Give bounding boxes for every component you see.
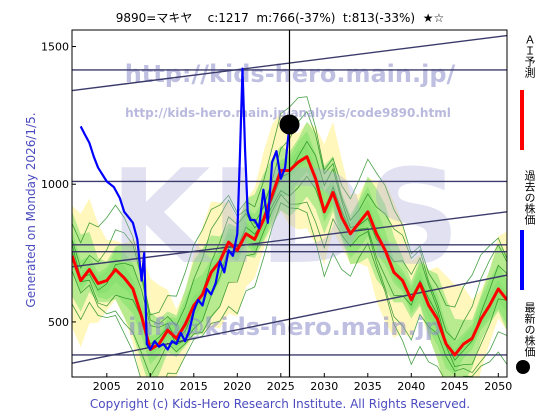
watermarks: KIDS http://kids-hero.main.jp/ http://ki… xyxy=(110,60,461,341)
x-tick-label: 2050 xyxy=(484,380,512,393)
chart-title: 9890=マキヤ c:1217 m:766(-37%) t:813(-33%) … xyxy=(115,11,445,25)
legend-latest-label: 最新の株価 xyxy=(523,302,536,357)
x-tick-label: 2020 xyxy=(223,380,251,393)
legend-ai-swatch xyxy=(520,90,524,150)
series-lines xyxy=(72,30,507,377)
plot-frame xyxy=(71,29,508,378)
legend-latest-dot xyxy=(516,360,530,374)
legend-ai-label: ＡＩ予測 xyxy=(523,34,536,78)
y-tick-label: 1000 xyxy=(41,178,69,191)
legend-past-swatch xyxy=(520,230,524,290)
forecast-bands xyxy=(72,96,507,377)
forecast-band xyxy=(72,144,507,361)
y-tick-label: 1500 xyxy=(41,41,69,54)
x-tick-label: 2025 xyxy=(267,380,295,393)
current-price-dot xyxy=(279,114,300,135)
forecast-band xyxy=(72,131,507,375)
x-tick-label: 2030 xyxy=(310,380,338,393)
x-tick-label: 2040 xyxy=(397,380,425,393)
x-tick-label: 2035 xyxy=(354,380,382,393)
watermark-url-big: http://kids-hero.main.jp/ xyxy=(125,60,456,88)
legend: ＡＩ予測 過去の株価 最新の株価 xyxy=(510,30,540,380)
axes: 2005 2010 2015 2020 2025 2030 2035 2040 2045 2050… xyxy=(41,29,512,393)
past-price-line xyxy=(79,67,291,351)
x-tick-label: 2010 xyxy=(136,380,164,393)
legend-past-label: 過去の株価 xyxy=(523,170,536,225)
x-tick-label: 2005 xyxy=(93,380,121,393)
copyright-footer: Copyright (c) Kids-Hero Research Institu… xyxy=(89,397,471,411)
x-tick-label: 2045 xyxy=(441,380,469,393)
x-tick-label: 2015 xyxy=(180,380,208,393)
watermark-url-small: http://kids-hero.main.jp/analysis/code98… xyxy=(125,106,451,120)
y-tick-label: 500 xyxy=(48,316,69,329)
